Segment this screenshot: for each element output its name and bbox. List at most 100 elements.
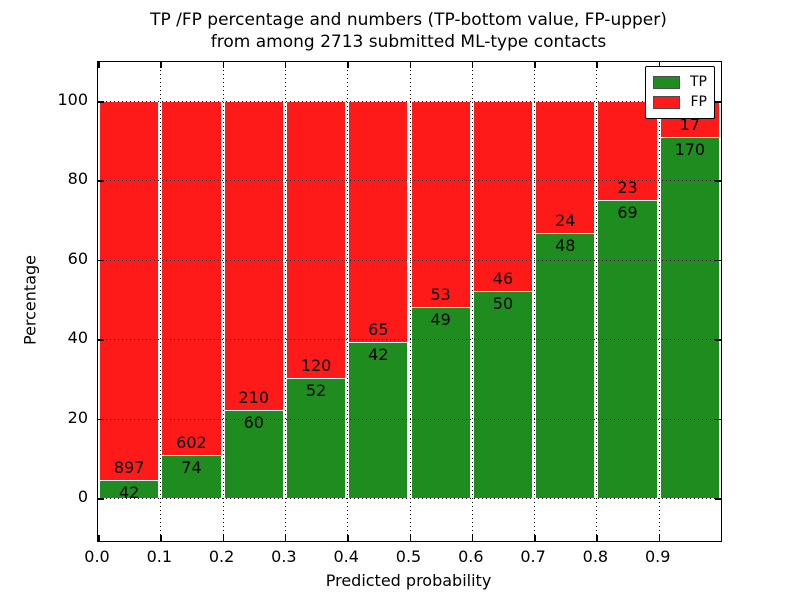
v-gridline xyxy=(222,62,224,541)
fp-count-annotation: 602 xyxy=(176,432,207,452)
fp-count-annotation: 17 xyxy=(679,115,701,135)
x-tick-mark-top xyxy=(222,62,225,68)
x-tick-mark-top xyxy=(409,62,411,68)
fp-count-annotation: 23 xyxy=(617,178,638,198)
x-tick-label: 0.2 xyxy=(208,547,235,566)
v-gridline xyxy=(471,62,473,541)
x-tick-label: 0.8 xyxy=(582,547,609,566)
y-tick-mark xyxy=(98,498,104,500)
v-gridline xyxy=(347,62,349,541)
tp-count-annotation: 42 xyxy=(118,483,140,503)
y-tick-mark-right xyxy=(715,418,721,421)
tp-count-annotation: 69 xyxy=(617,203,638,223)
x-tick-mark-top xyxy=(471,62,474,68)
fp-bar-segment xyxy=(348,101,409,343)
fp-count-annotation: 65 xyxy=(368,320,389,340)
y-tick-mark-right xyxy=(715,101,721,103)
tp-count-annotation: 50 xyxy=(492,294,514,314)
x-tick-mark xyxy=(222,535,225,541)
x-tick-mark xyxy=(284,535,287,541)
x-axis-label: Predicted probability xyxy=(325,571,492,590)
chart-title-line-1: TP /FP percentage and numbers (TP-bottom… xyxy=(150,10,667,30)
tp-count-annotation: 48 xyxy=(555,236,576,256)
tp-bar-segment xyxy=(348,342,409,498)
x-tick-label: 0.7 xyxy=(520,547,546,566)
fp-bar-segment xyxy=(161,101,222,455)
x-tick-mark-top xyxy=(658,62,661,68)
fp-count-annotation: 46 xyxy=(492,269,514,289)
fp-legend-swatch-icon xyxy=(653,95,680,109)
y-tick-label: 60 xyxy=(67,248,88,268)
tp-bar-segment xyxy=(472,291,534,498)
legend-entry-fp: FP xyxy=(653,92,707,112)
x-tick-mark xyxy=(98,535,100,541)
fp-count-annotation: 120 xyxy=(300,355,332,375)
v-gridline xyxy=(534,62,536,541)
y-tick-label: 100 xyxy=(57,90,88,109)
x-tick-mark xyxy=(596,535,598,541)
y-tick-mark xyxy=(98,101,104,103)
legend: TP FP xyxy=(645,66,715,119)
y-tick-mark-right xyxy=(715,259,721,262)
tp-bar-segment xyxy=(285,377,347,498)
fp-bar-segment xyxy=(410,101,471,308)
tp-count-annotation: 170 xyxy=(674,140,706,160)
fp-bar-segment xyxy=(223,101,284,410)
tp-bar-segment xyxy=(223,409,284,498)
x-tick-label: 0.9 xyxy=(644,547,671,566)
x-tick-mark-top xyxy=(98,62,100,68)
x-tick-label: 0.5 xyxy=(395,547,422,566)
x-tick-mark xyxy=(160,535,162,541)
v-gridline xyxy=(284,62,286,541)
chart-title-line-2: from among 2713 submitted ML-type contac… xyxy=(210,32,607,52)
x-tick-mark xyxy=(347,535,349,541)
x-tick-mark xyxy=(409,535,411,541)
plot-area: 897 42 602 74 210 60 120 52 65 42 53 49 46 50 24 48 23 69… xyxy=(97,61,722,542)
tp-count-annotation: 42 xyxy=(368,345,389,365)
x-tick-mark xyxy=(471,535,474,541)
tp-bar-segment xyxy=(659,137,720,498)
legend-label-fp: FP xyxy=(690,94,708,110)
y-tick-mark-right xyxy=(715,498,721,500)
y-tick-label: 40 xyxy=(67,328,88,348)
v-gridline xyxy=(160,62,162,541)
tp-count-annotation: 49 xyxy=(430,310,451,330)
x-tick-mark xyxy=(658,535,661,541)
y-tick-mark xyxy=(98,418,104,421)
fp-bar-segment xyxy=(472,101,534,292)
x-tick-label: 0.1 xyxy=(146,547,173,566)
v-gridline xyxy=(658,62,660,541)
v-gridline xyxy=(409,62,411,541)
x-tick-mark-top xyxy=(596,62,598,68)
tp-count-annotation: 74 xyxy=(181,457,202,477)
y-tick-mark xyxy=(98,180,104,182)
x-tick-label: 0.3 xyxy=(271,547,297,566)
fp-bar-segment xyxy=(99,101,160,481)
y-axis-label: Percentage xyxy=(20,254,40,346)
tp-bar-segment xyxy=(99,480,160,498)
tp-bar-segment xyxy=(535,233,596,498)
x-tick-mark xyxy=(534,535,536,541)
fp-count-annotation: 53 xyxy=(430,285,451,305)
legend-label-tp: TP xyxy=(690,74,707,90)
fp-count-annotation: 24 xyxy=(555,211,576,231)
fp-bar-segment xyxy=(285,101,347,378)
x-tick-label: 0.6 xyxy=(458,547,484,566)
tp-bar-segment xyxy=(410,307,471,498)
y-tick-label: 20 xyxy=(67,407,88,427)
x-tick-mark-top xyxy=(284,62,287,68)
x-tick-mark-top xyxy=(534,62,536,68)
y-tick-mark xyxy=(98,259,104,262)
x-tick-label: 0.0 xyxy=(84,547,110,566)
tp-bar-segment xyxy=(161,454,222,498)
fp-bar-segment xyxy=(535,101,596,234)
fp-count-annotation: 897 xyxy=(113,458,145,478)
tp-bar-segment xyxy=(597,200,658,498)
y-tick-label: 80 xyxy=(67,169,88,189)
tp-legend-swatch-icon xyxy=(653,75,680,89)
y-tick-mark-right xyxy=(715,339,721,341)
x-tick-label: 0.4 xyxy=(333,547,359,566)
tp-count-annotation: 60 xyxy=(243,412,264,432)
x-tick-mark-top xyxy=(347,62,349,68)
